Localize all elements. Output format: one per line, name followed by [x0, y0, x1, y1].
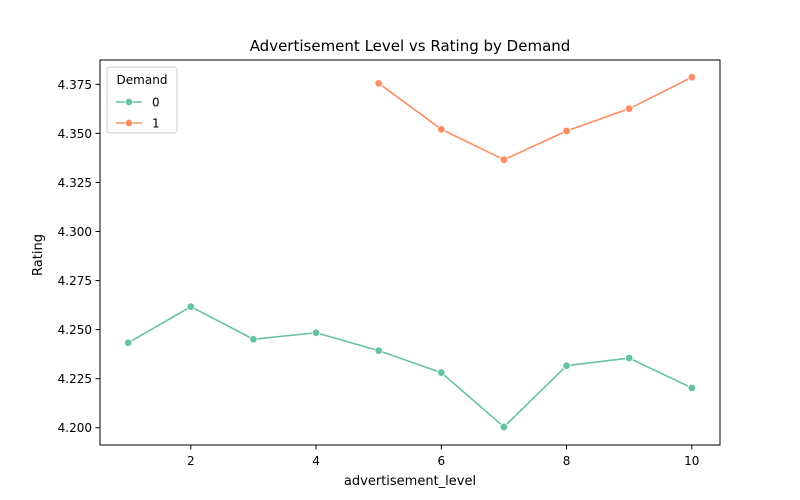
data-point — [123, 338, 133, 347]
data-point — [687, 383, 697, 393]
data-point — [437, 368, 446, 377]
data-point — [249, 335, 258, 344]
legend-box — [106, 66, 178, 134]
y-tick-label: 4.200 — [58, 421, 92, 435]
y-tick-label: 4.275 — [58, 274, 92, 288]
data-point — [499, 422, 509, 432]
series-0 — [123, 302, 697, 432]
x-tick-label: 4 — [312, 454, 320, 468]
y-axis-label: Rating — [31, 234, 46, 276]
legend-label: 1 — [152, 117, 160, 131]
x-tick-label: 8 — [563, 454, 571, 468]
x-tick-label: 2 — [187, 454, 195, 468]
data-point — [562, 361, 571, 370]
data-point — [687, 73, 697, 82]
legend-marker — [124, 118, 134, 128]
y-tick-label: 4.375 — [58, 78, 92, 92]
data-point — [374, 346, 383, 355]
axes-frame — [99, 59, 721, 446]
data-point — [437, 125, 446, 134]
y-tick-label: 4.225 — [58, 372, 92, 386]
data-point — [624, 353, 634, 363]
legend-title: Demand — [117, 73, 168, 87]
y-tick-label: 4.300 — [58, 225, 92, 239]
legend: Demand 0 1 — [106, 66, 178, 134]
y-tick-label: 4.250 — [58, 323, 92, 337]
x-axis-label: advertisement_level — [344, 474, 476, 489]
x-tick-label: 10 — [684, 454, 699, 468]
data-point — [374, 79, 383, 88]
x-tick-label: 6 — [437, 454, 445, 468]
legend-label: 0 — [152, 96, 160, 110]
plot-area — [123, 73, 697, 432]
axes: 2 4 6 8 104.2004.2254.2504.2754.3004.3254.35… — [58, 59, 721, 468]
chart-title: Advertisement Level vs Rating by Demand — [250, 37, 571, 55]
data-point — [499, 155, 509, 164]
data-point — [624, 104, 634, 113]
y-tick-label: 4.350 — [58, 127, 92, 141]
data-point — [562, 126, 571, 136]
data-point — [311, 328, 321, 337]
data-point — [186, 302, 196, 311]
legend-marker — [124, 97, 134, 107]
y-tick-label: 4.325 — [58, 176, 92, 190]
series-1 — [374, 73, 697, 164]
series-line — [377, 76, 693, 161]
series-line — [127, 305, 693, 428]
